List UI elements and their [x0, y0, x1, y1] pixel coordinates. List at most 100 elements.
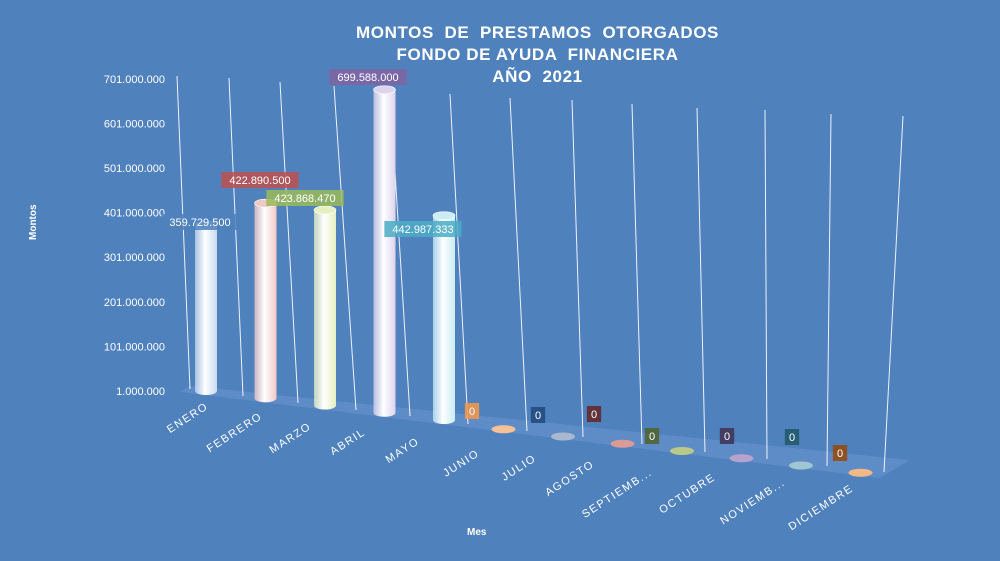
data-label-text: 0 [837, 448, 843, 460]
data-label-box [644, 428, 660, 444]
data-label-box [784, 429, 800, 445]
grid-line [826, 113, 832, 467]
bar-body [373, 89, 396, 417]
bar-disc [670, 447, 694, 455]
bar-marzo [313, 205, 337, 410]
data-label-text: 0 [591, 409, 597, 421]
title-line-3: AÑO 2021 [492, 67, 583, 86]
grid-line [449, 93, 469, 425]
data-label: 0 [464, 403, 480, 419]
bar-disc [848, 468, 873, 477]
data-label-text: 422.890.500 [229, 175, 290, 187]
y-tick-label: 701.000.000 [104, 74, 165, 86]
data-label: 422.890.500 [221, 172, 299, 188]
data-label: 0 [644, 428, 660, 444]
x-tick-label: ENERO [165, 400, 211, 435]
bar-top [313, 205, 337, 215]
data-label-text: 0 [649, 431, 655, 443]
bar-enero [194, 220, 218, 395]
bar-body [433, 215, 455, 424]
y-tick-label: 101.000.000 [104, 341, 165, 353]
x-tick-label: OCTUBRE [657, 471, 717, 516]
bar-disc [491, 425, 516, 434]
y-tick-label: 301.000.000 [104, 252, 165, 264]
x-tick-label: JULIO [500, 452, 539, 483]
x-tick-label: DICIEMBRE [787, 482, 856, 533]
bar-julio [551, 432, 575, 441]
x-axis-label: Mes [467, 527, 487, 538]
data-label-text: 442.987.333 [392, 224, 453, 236]
bar-disc [610, 439, 635, 448]
x-tick-label: NOVIEMB... [718, 476, 787, 527]
data-label-text: 359.729.500 [169, 217, 230, 229]
bar-diciembre [848, 468, 873, 477]
data-label-box [832, 445, 848, 461]
data-label-text: 699.588.000 [337, 72, 398, 84]
grid-line [631, 103, 643, 445]
x-tick-label: AGOSTO [543, 458, 596, 498]
bar-body [314, 209, 336, 410]
data-label-text: 0 [469, 406, 475, 418]
y-tick-label: 1.000.000 [116, 386, 165, 398]
data-label-box [719, 428, 735, 444]
chart-floor [180, 386, 910, 478]
grid-line [176, 75, 191, 390]
x-tick-label: FEBRERO [205, 410, 265, 455]
bar-febrero [254, 198, 277, 403]
title-line-2: FONDO DE AYUDA FINANCIERA [396, 45, 679, 64]
data-label-text: 423.868.470 [274, 193, 335, 205]
data-label: 699.588.000 [329, 69, 407, 85]
data-label: 0 [719, 428, 735, 444]
bar-agosto [610, 439, 635, 448]
bar-top [373, 85, 396, 95]
bar-disc [551, 432, 575, 441]
bar-disc [729, 454, 754, 463]
bar-top [432, 211, 456, 220]
data-label-box [464, 403, 480, 419]
y-tick-label: 401.000.000 [104, 208, 165, 220]
grid-line [228, 77, 244, 397]
x-tick-label: ABRIL [328, 426, 367, 457]
bar-septiemb [670, 447, 694, 455]
data-label: 0 [586, 406, 602, 422]
bar-body [195, 225, 217, 395]
x-tick-label: MAYO [384, 435, 422, 466]
grid-line [883, 115, 904, 473]
data-label: 0 [832, 445, 848, 461]
bar-disc [789, 461, 813, 470]
y-tick-label: 501.000.000 [104, 163, 165, 175]
bar-noviemb [789, 461, 813, 470]
title-line-1: MONTOS DE PRESTAMOS OTORGADOS [355, 23, 719, 42]
x-tick-label: SEPTIEMB... [580, 466, 655, 520]
bar-mayo [432, 211, 456, 424]
chart-title: MONTOS DE PRESTAMOS OTORGADOS FONDO DE A… [0, 22, 1000, 88]
bar-junio [491, 425, 516, 434]
data-label-box [161, 214, 239, 230]
data-label-box [221, 172, 299, 188]
grid-line [571, 99, 584, 438]
data-label: 442.987.333 [384, 221, 462, 237]
x-tick-label: MARZO [267, 420, 313, 456]
bar-abril [373, 85, 396, 417]
data-label-box [384, 221, 462, 237]
data-label: 423.868.470 [266, 190, 344, 206]
data-label-text: 0 [724, 431, 730, 443]
data-label-box [530, 407, 546, 423]
data-label: 0 [530, 407, 546, 423]
data-label: 0 [784, 429, 800, 445]
data-label-box [329, 69, 407, 85]
data-label-text: 0 [789, 432, 795, 444]
data-label-box [586, 406, 602, 422]
grid-line [279, 81, 299, 404]
data-label: 359.729.500 [161, 214, 239, 230]
y-tick-label: 601.000.000 [104, 118, 165, 130]
grid-line [509, 97, 528, 432]
grid-line [696, 107, 706, 453]
data-label-box [266, 190, 344, 206]
bar-body [254, 203, 277, 403]
data-label-text: 0 [535, 410, 541, 422]
bar-octubre [729, 454, 754, 463]
grid-line [333, 85, 357, 411]
y-tick-label: 201.000.000 [104, 297, 165, 309]
